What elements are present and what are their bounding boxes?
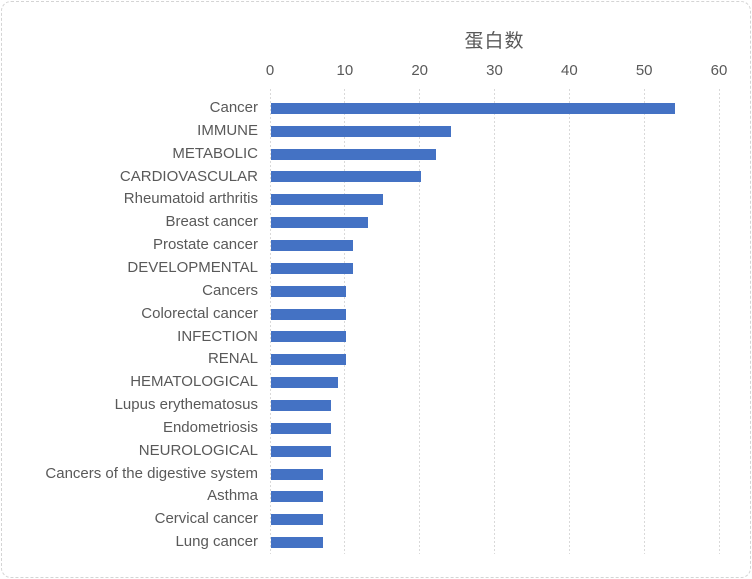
category-label: Rheumatoid arthritis	[123, 190, 258, 208]
gridline	[718, 89, 720, 554]
x-axis-tick-label: 50	[635, 62, 653, 79]
bar	[271, 422, 331, 434]
category-label: Cancer	[209, 99, 258, 116]
bar	[271, 125, 451, 137]
category-label: DEVELOPMENTAL	[127, 258, 258, 276]
x-axis-tick-label: 10	[336, 62, 354, 79]
bar	[271, 148, 436, 160]
bar	[271, 399, 331, 411]
bar	[271, 240, 354, 252]
x-axis-tick-label: 40	[560, 62, 578, 79]
gridline	[419, 89, 421, 554]
category-label: METABOLIC	[172, 144, 258, 162]
gridline	[568, 89, 570, 554]
bar	[271, 331, 346, 343]
chart-title: 蛋白数	[464, 31, 525, 52]
category-label: CARDIOVASCULAR	[119, 167, 258, 185]
bar	[271, 537, 324, 549]
category-label: Cervical cancer	[154, 510, 258, 528]
x-axis-tick-label: 60	[710, 62, 728, 79]
bar	[271, 102, 676, 114]
gridline	[494, 89, 495, 554]
category-label: Breast cancer	[165, 213, 258, 231]
gridline	[643, 89, 645, 554]
bar	[271, 491, 324, 503]
category-label: Colorectal cancer	[141, 304, 258, 322]
bar	[271, 445, 331, 457]
x-axis-tick-label: 20	[411, 62, 428, 79]
bar	[271, 217, 369, 229]
gridline	[344, 89, 346, 554]
category-label: Lung cancer	[175, 533, 258, 551]
category-axis: Cancer IMMUNE METABOLIC CARDIOVASCULAR Rheum…	[0, 97, 258, 554]
bar	[271, 354, 346, 366]
bar	[271, 262, 354, 274]
category-label: Prostate cancer	[152, 236, 258, 254]
category-label: Cancers of the digestive system	[45, 464, 258, 482]
bar	[271, 514, 324, 526]
bar	[271, 171, 421, 183]
category-label: IMMUNE	[197, 121, 258, 139]
category-label: INFECTION	[177, 327, 258, 345]
bar	[271, 468, 324, 480]
x-axis: 0 10 20 30 40 50 60	[0, 62, 752, 82]
x-axis-tick-label: 0	[265, 62, 275, 79]
bar	[271, 194, 384, 206]
category-label: NEUROLOGICAL	[138, 441, 258, 459]
category-label: Asthma	[207, 487, 258, 505]
category-label: Endometriosis	[162, 418, 258, 436]
x-axis-tick-label: 30	[486, 62, 503, 79]
category-label: Lupus erythematosus	[114, 396, 258, 414]
bar	[271, 285, 346, 297]
bar	[271, 377, 339, 389]
category-label: RENAL	[207, 350, 258, 368]
category-label: Cancers	[202, 281, 258, 299]
category-label: HEMATOLOGICAL	[130, 373, 258, 391]
gridline	[269, 89, 271, 554]
bar	[271, 308, 346, 320]
plot-area	[269, 89, 720, 554]
